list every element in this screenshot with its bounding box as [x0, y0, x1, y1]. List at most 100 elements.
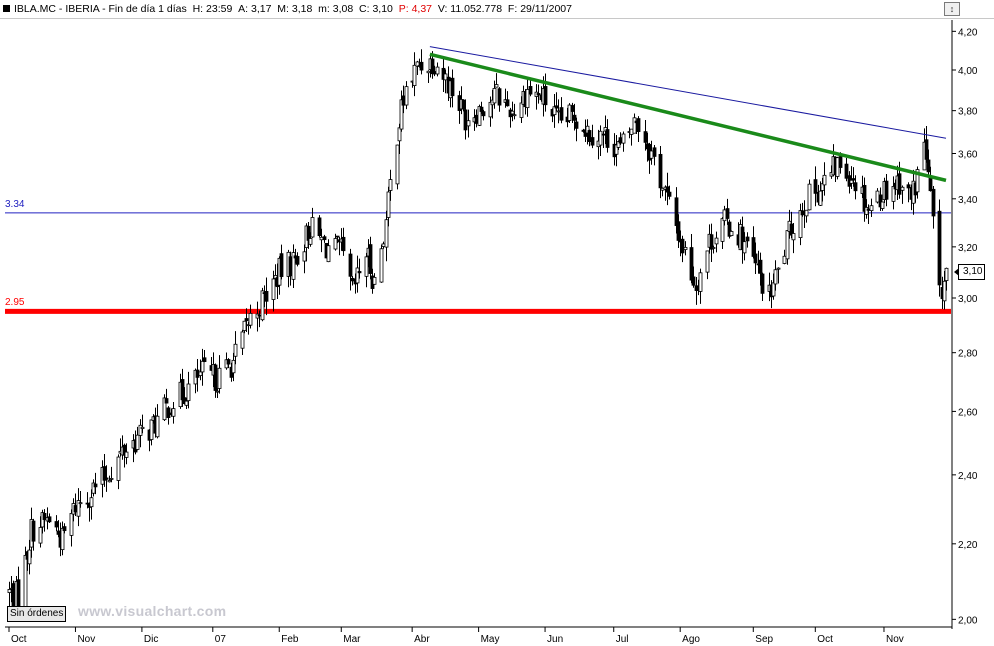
candle-body [643, 131, 648, 143]
candle [554, 92, 559, 112]
candle-body [279, 253, 284, 277]
candle-body [849, 179, 854, 184]
x-tick-label: Oct [817, 634, 833, 645]
candle-body [494, 84, 499, 88]
candle [155, 404, 160, 439]
candle [195, 359, 200, 392]
chart-axes: 4,20 4,00 3,80 3,60 3,40 3,20 3,00 2,80 2,60 2,40… [5, 20, 978, 645]
candle-body [404, 86, 409, 106]
candle [844, 158, 849, 182]
candle-body [838, 156, 843, 168]
candle-body [42, 513, 47, 520]
candle [942, 271, 947, 310]
candle-body [880, 201, 885, 209]
candle-body [171, 408, 176, 417]
candle-body [714, 237, 719, 245]
candle [618, 132, 623, 145]
candle [694, 277, 699, 305]
candle [652, 144, 657, 166]
candle-body [291, 252, 296, 280]
candle-body [536, 93, 541, 96]
candle [62, 523, 67, 534]
candle [528, 79, 533, 97]
candle-body [335, 235, 340, 238]
candle [69, 509, 74, 547]
candle-body [215, 390, 220, 393]
candle [660, 187, 665, 197]
c-label: C: [359, 3, 370, 15]
candle [683, 241, 688, 256]
candle-body [350, 277, 355, 282]
candle [322, 234, 327, 243]
c-value: 3,10 [372, 3, 393, 15]
candle [463, 99, 468, 140]
candle-body [497, 88, 502, 106]
candle [924, 126, 929, 163]
candle [7, 581, 12, 607]
candle [291, 244, 296, 289]
candle [264, 277, 269, 316]
candle-body [601, 133, 606, 136]
candle [226, 358, 231, 368]
f-label: F: [507, 3, 518, 15]
y-tick-label: 2,40 [958, 471, 978, 482]
candle [798, 203, 803, 246]
candle [386, 186, 391, 227]
blue-trend-line [429, 46, 947, 139]
x-tick-label: Jun [547, 634, 563, 645]
candle [335, 235, 340, 244]
x-tick-label: Nov [886, 634, 904, 645]
candle-body [38, 527, 43, 544]
candle-body [632, 117, 637, 134]
candle-body [23, 554, 28, 613]
candle [450, 69, 455, 108]
candle-body [11, 583, 16, 607]
candle-body [474, 114, 479, 124]
candle [658, 146, 663, 199]
last-price-tag: 3,10 [953, 264, 986, 280]
candle [525, 79, 530, 117]
candle-body [519, 102, 524, 118]
candle [505, 91, 510, 107]
candle-body [869, 205, 874, 212]
orders-status-button[interactable]: Sin órdenes [7, 606, 67, 622]
candle-body [791, 233, 796, 241]
candle [776, 267, 781, 284]
candle-body [667, 191, 672, 197]
candle [166, 406, 171, 425]
candle [217, 355, 222, 394]
candle-body [395, 144, 400, 185]
candle [231, 352, 236, 382]
candle-body [477, 106, 482, 126]
candle-body [554, 105, 559, 109]
candle-body [443, 73, 448, 81]
candle-body [399, 99, 404, 130]
x-tick-label: Feb [281, 634, 299, 645]
candle [202, 350, 207, 363]
candle-body [758, 259, 763, 274]
candle [326, 239, 331, 263]
candle-body [942, 280, 947, 302]
candle [38, 516, 43, 548]
candle-body [924, 139, 929, 160]
candle-body [605, 129, 610, 148]
resize-icon[interactable]: ↕ [944, 2, 960, 16]
candle-body [198, 371, 203, 376]
candle-body [202, 357, 207, 363]
candle-body [658, 153, 663, 189]
candle-body [217, 367, 222, 389]
candle-body [937, 210, 942, 286]
candle [494, 73, 499, 88]
candle [399, 90, 404, 132]
candle [200, 348, 205, 386]
candle-body [381, 243, 386, 247]
candle [492, 80, 497, 109]
candle-body [466, 120, 471, 127]
candle [364, 252, 369, 288]
candle-body [264, 290, 269, 302]
candle-body [104, 477, 109, 480]
candle [745, 232, 750, 248]
candle-body [866, 208, 871, 211]
candle-body [69, 513, 74, 536]
